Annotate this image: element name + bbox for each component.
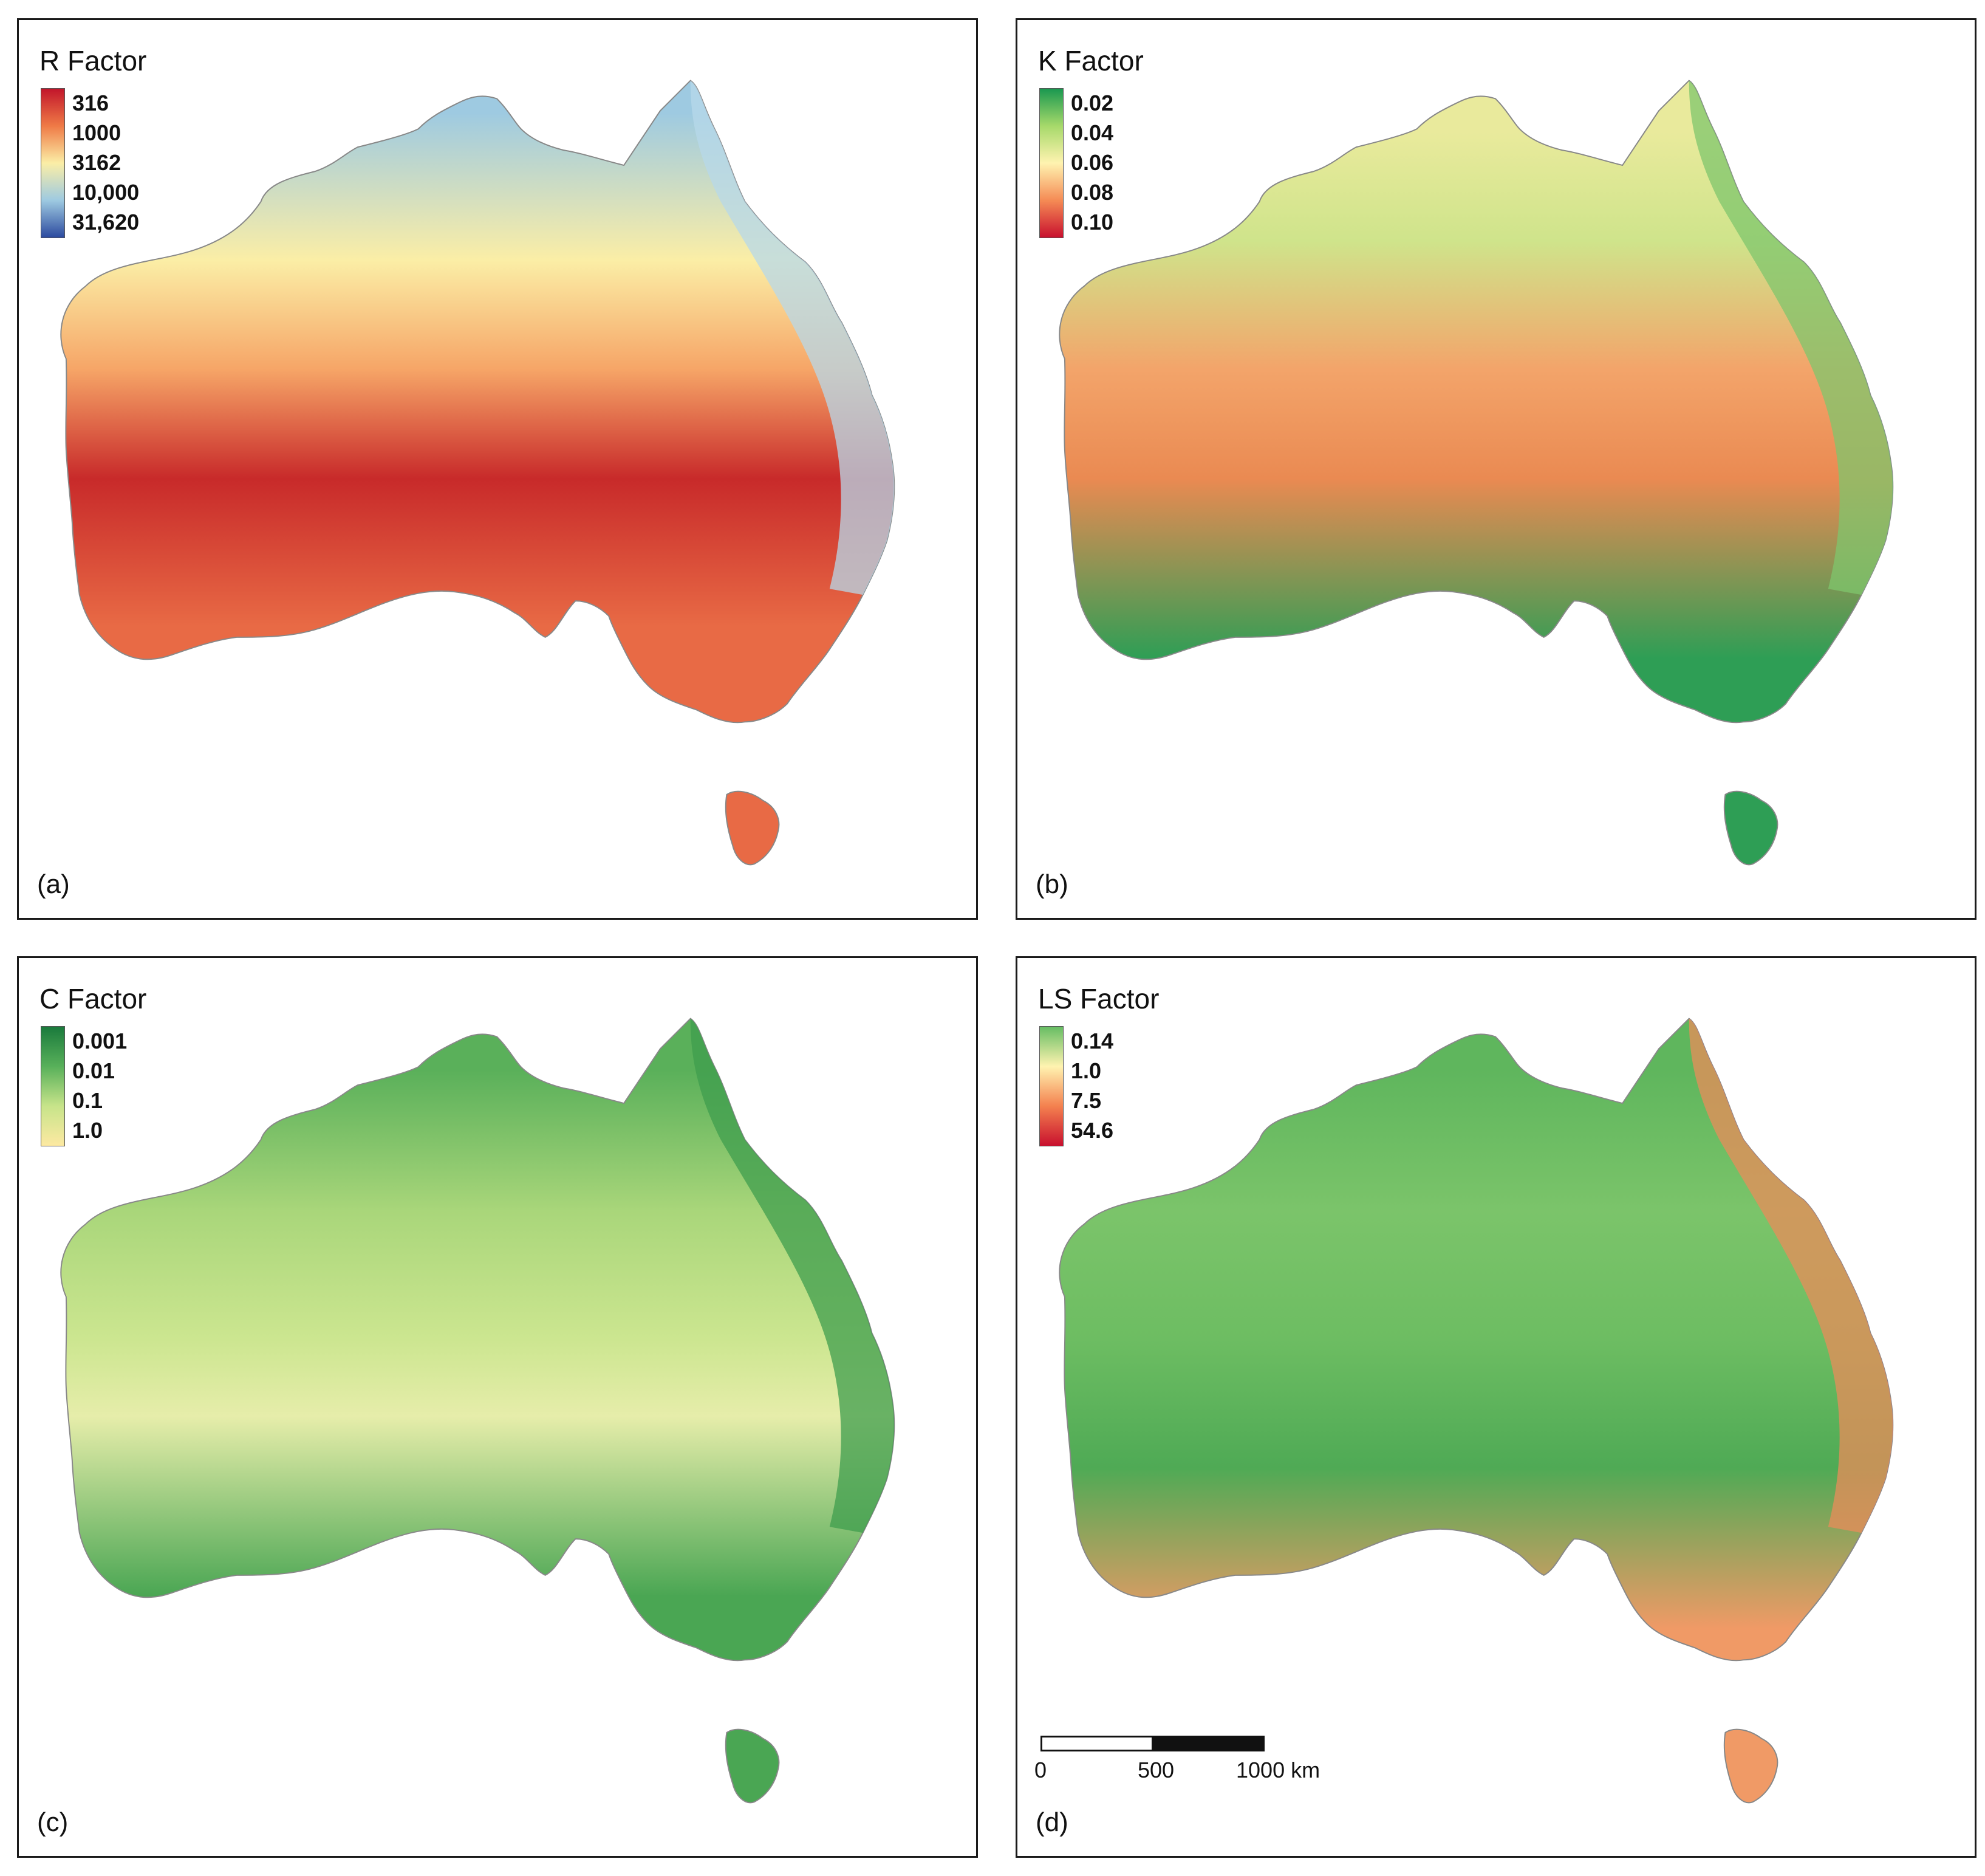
australia-mainland [1059, 1018, 1894, 1662]
scale-tick-label: 1000 km [1236, 1758, 1320, 1782]
c-factor-panel: C Factor 0.001 0.01 0.1 1.0 (c) [17, 956, 978, 1858]
legend-label: 0.04 [1071, 120, 1114, 145]
scale-tick-label: 0 [1034, 1758, 1047, 1782]
r-factor-map [60, 80, 895, 866]
legend-label: 0.14 [1071, 1029, 1114, 1053]
legend-colorbar [41, 88, 65, 238]
legend-label: 0.02 [1071, 91, 1114, 115]
panel-title: R Factor [39, 45, 147, 77]
panel-label: (d) [1036, 1807, 1068, 1837]
tasmania [1723, 790, 1778, 866]
panel-label: (c) [37, 1807, 69, 1837]
legend-label: 1.0 [1071, 1058, 1102, 1083]
legend-label: 0.08 [1071, 180, 1114, 205]
legend-colorbar [1039, 88, 1064, 238]
scale-segment-white [1040, 1736, 1153, 1751]
east-coast-region [1689, 1018, 1893, 1533]
legend-label: 1000 [72, 120, 121, 145]
legend-label: 31,620 [72, 210, 140, 235]
legend-label: 10,000 [72, 180, 140, 205]
legend: 0.02 0.04 0.06 0.08 0.10 [1039, 88, 1113, 238]
legend-label: 54.6 [1071, 1118, 1114, 1143]
panel-label: (b) [1036, 869, 1068, 899]
r-factor-panel: R Factor 316 1000 3162 10,000 31,620 (a) [17, 18, 978, 920]
scale-tick-label: 500 [1138, 1758, 1175, 1782]
panel-title: LS Factor [1038, 983, 1160, 1015]
east-coast-region [690, 80, 895, 595]
legend-label: 3162 [72, 150, 121, 175]
legend: 316 1000 3162 10,000 31,620 [41, 88, 139, 238]
ls-factor-map [1059, 1018, 1894, 1804]
k-factor-panel: K Factor 0.02 0.04 0.06 0.08 0.10 (b) [1016, 18, 1976, 920]
legend-label: 0.01 [72, 1058, 115, 1083]
australia-mainland [60, 80, 895, 724]
australia-mainland [1059, 80, 1894, 724]
tasmania [725, 790, 780, 866]
scale-segment-black [1152, 1736, 1265, 1751]
panel-title: K Factor [1038, 45, 1144, 77]
panel-label: (a) [37, 869, 70, 899]
legend-label: 7.5 [1071, 1088, 1102, 1113]
tasmania [725, 1728, 780, 1804]
legend-colorbar [1039, 1026, 1064, 1146]
ls-factor-panel: LS Factor 0.14 1.0 7.5 54.6 0 500 1000 km (… [1016, 956, 1976, 1858]
legend-label: 0.1 [72, 1088, 103, 1113]
panel-title: C Factor [39, 983, 147, 1015]
tasmania [1723, 1728, 1778, 1804]
australia-mainland [60, 1018, 895, 1662]
legend-label: 0.06 [1071, 150, 1114, 175]
east-coast-region [1689, 80, 1893, 595]
legend-colorbar [41, 1026, 65, 1146]
legend-label: 316 [72, 91, 109, 115]
k-factor-map [1059, 80, 1894, 866]
legend-label: 0.10 [1071, 210, 1114, 235]
legend: 0.001 0.01 0.1 1.0 [41, 1026, 127, 1146]
legend-label: 1.0 [72, 1118, 103, 1143]
legend: 0.14 1.0 7.5 54.6 [1039, 1026, 1113, 1146]
legend-label: 0.001 [72, 1029, 128, 1053]
east-coast-region [690, 1018, 895, 1533]
c-factor-map [60, 1018, 895, 1804]
